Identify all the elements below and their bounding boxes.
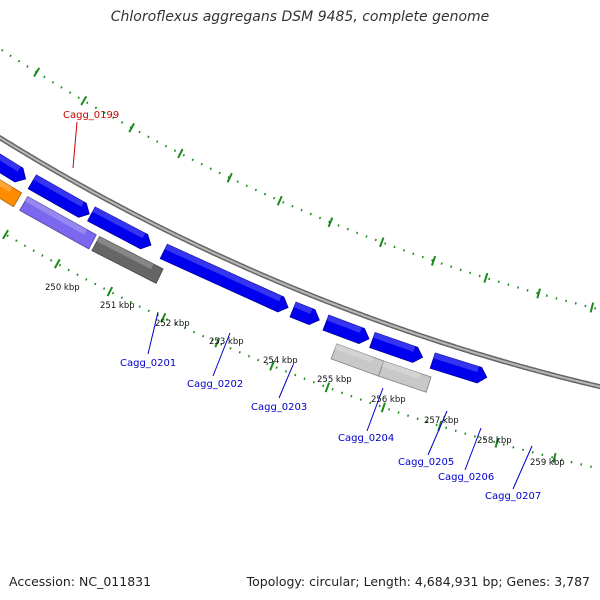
scale-tick: [536, 288, 541, 299]
gene-feature: [289, 301, 320, 326]
gene-label-cagg_0205: Cagg_0205: [398, 457, 454, 468]
leader-cagg_0199: [72, 121, 78, 169]
scale-dotted-rings: [0, 47, 600, 470]
scale-tick: [160, 312, 167, 323]
leader-cagg_0207: [512, 445, 533, 490]
scale-ticks: [2, 67, 595, 464]
scale-tick: [214, 337, 221, 348]
gene-feature-shine: [334, 343, 374, 363]
map-title: Chloroflexus aggregans DSM 9485, complet…: [110, 9, 490, 25]
scale-tick: [54, 258, 61, 269]
scale-tick: [324, 382, 331, 393]
scale-tick: [589, 302, 595, 313]
gene-feature-shine: [293, 302, 313, 314]
leader-cagg_0205: [427, 410, 448, 456]
scale-tick: [128, 122, 135, 133]
leader-cagg_0201: [147, 311, 159, 355]
gene-feature: [91, 235, 164, 284]
dotted-ring-outer: [0, 47, 600, 311]
scale-tick: [494, 437, 500, 448]
leader-cagg_0202: [212, 332, 231, 377]
leader-cagg_0204: [366, 387, 384, 432]
leader-cagg_0206: [464, 427, 482, 471]
scale-tick-label: 250 kbp: [45, 283, 80, 293]
gene-feature-shine: [92, 207, 146, 239]
scale-tick: [226, 172, 233, 183]
scale-tick-labels: 250 kbp 251 kbp 252 kbp 253 kbp 254 kbp 255 k…: [45, 283, 565, 468]
scale-tick-label: 256 kbp: [371, 395, 406, 405]
scale-tick: [177, 148, 184, 159]
gene-feature: [19, 195, 97, 250]
gene-label-cagg_0204: Cagg_0204: [338, 433, 394, 444]
scale-tick-label: 253 kbp: [209, 337, 244, 347]
gene-feature-shine: [96, 236, 154, 270]
gene-label-cagg_0203: Cagg_0203: [251, 402, 307, 413]
gene-feature-shine: [326, 315, 362, 333]
gene-feature-shine: [433, 353, 479, 373]
gene-label-cagg_0201: Cagg_0201: [120, 358, 176, 369]
scale-tick: [327, 217, 334, 228]
scale-tick-label: 258 kbp: [477, 436, 512, 446]
scale-tick-label: 254 kbp: [263, 356, 298, 366]
gene-feature-shine: [373, 332, 416, 352]
gene-label-cagg_0199: Cagg_0199: [63, 110, 119, 121]
gene-label-cagg_0206: Cagg_0206: [438, 472, 494, 483]
genome-backbone: [0, 134, 600, 390]
scale-tick: [106, 286, 114, 297]
scale-tick-label: 255 kbp: [317, 375, 352, 385]
scale-tick: [33, 67, 41, 77]
scale-tick: [276, 195, 283, 206]
genome-summary-text: Topology: circular; Length: 4,684,931 bp…: [246, 574, 590, 589]
gene-label-cagg_0207: Cagg_0207: [485, 491, 541, 502]
gene-feature-shine: [24, 196, 87, 235]
scale-tick-label: 257 kbp: [424, 416, 459, 426]
scale-tick-label: 259 kbp: [530, 458, 565, 468]
accession-text: Accession: NC_011831: [9, 574, 152, 589]
scale-tick: [483, 272, 489, 283]
leader-cagg_0203: [278, 364, 294, 399]
gene-label-cagg_0202: Cagg_0202: [187, 379, 243, 390]
scale-tick-label: 251 kbp: [100, 301, 135, 311]
gene-feature-shine: [33, 174, 84, 207]
scale-tick: [379, 237, 385, 248]
scale-tick: [430, 255, 437, 266]
scale-tick-label: 252 kbp: [155, 319, 190, 329]
gene-feature-shine: [0, 153, 21, 172]
gene-features: [0, 153, 488, 393]
scale-tick: [552, 452, 557, 464]
scale-tick: [269, 360, 275, 371]
scale-tick: [2, 229, 9, 240]
gene-labels: Cagg_0199 Cagg_0201 Cagg_0202 Cagg_0203 Cagg…: [63, 110, 541, 502]
gene-feature-shine: [0, 179, 13, 193]
gene-feature-shine: [164, 244, 282, 302]
scale-tick: [80, 95, 88, 106]
backbone-highlight: [0, 136, 600, 388]
scale-tick: [380, 402, 386, 413]
gene-feature-shine: [381, 361, 421, 379]
label-leaders: [72, 121, 533, 490]
